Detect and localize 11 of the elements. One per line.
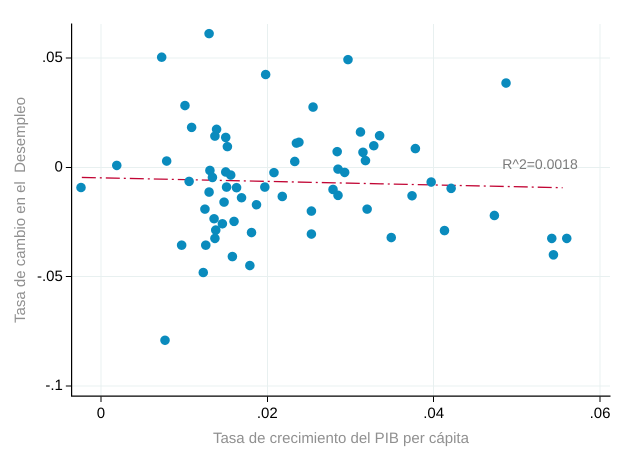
x-tick-label: .02 [256, 405, 278, 422]
y-tick-label: .05 [42, 49, 63, 66]
x-tick-label: 0 [96, 405, 106, 422]
annotation: R^2=0.0018 [502, 156, 578, 172]
y-axis-title: Tasa de cambio en el Desempleo [12, 97, 30, 323]
y-tick-label: -.1 [45, 377, 63, 394]
x-tick-label: .06 [590, 405, 610, 422]
x-axis-title: Tasa de crecimiento del PIB per cápita [212, 430, 470, 448]
x-tick-label: .04 [423, 405, 444, 422]
y-tick-label: -.05 [36, 268, 63, 285]
y-tick-label: 0 [54, 158, 63, 176]
